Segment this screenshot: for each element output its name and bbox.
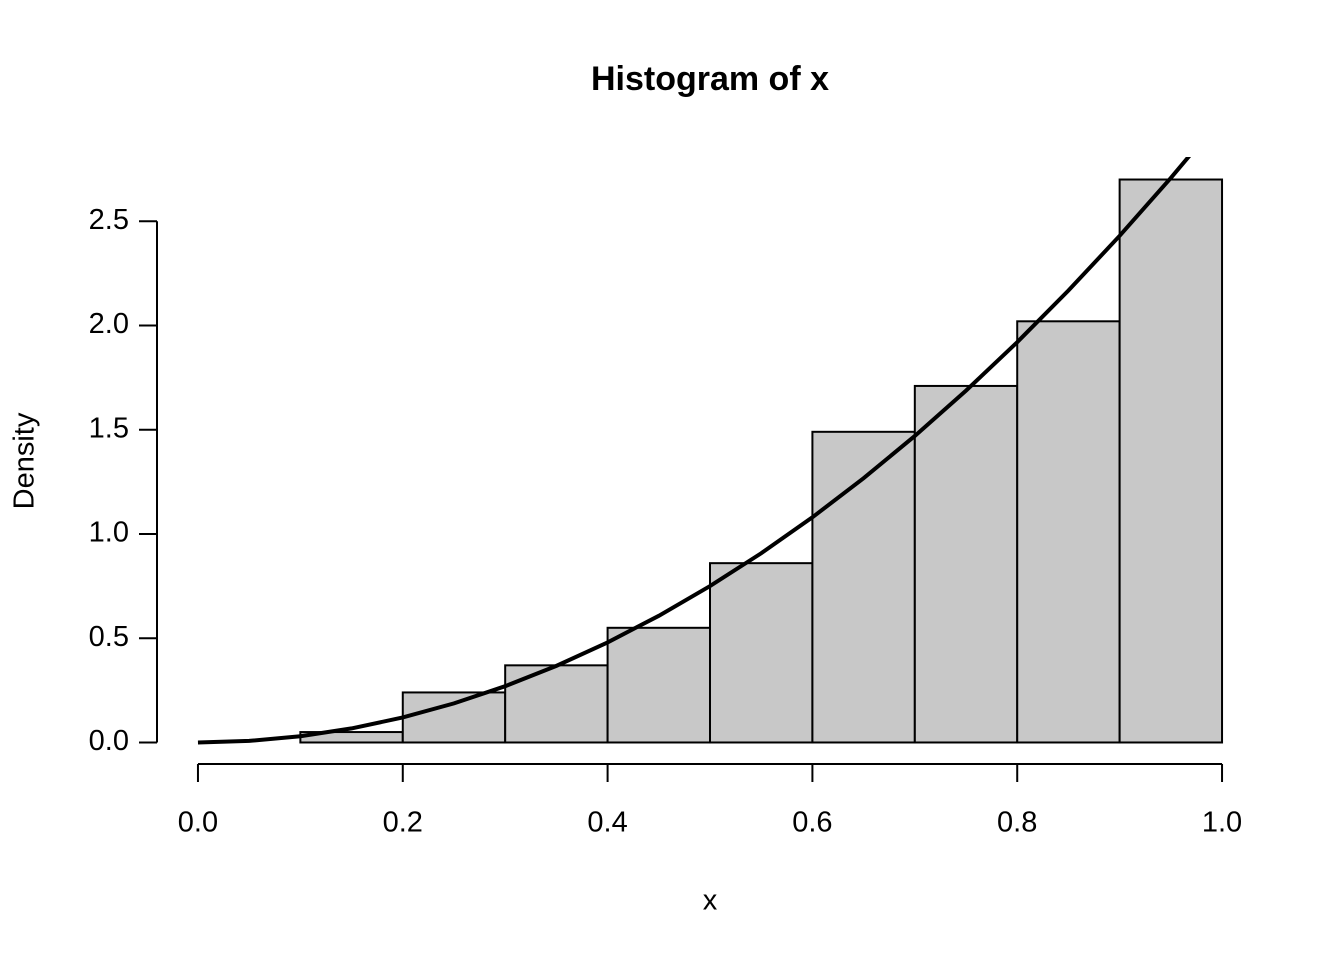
x-tick-label: 1.0 — [1202, 807, 1242, 839]
bar — [1016, 320, 1121, 744]
x-tick-label: 0.2 — [383, 807, 423, 839]
bar — [401, 691, 507, 744]
bar — [913, 384, 1019, 744]
bar — [709, 562, 814, 744]
bar — [606, 626, 711, 744]
y-tick-label: 1.0 — [89, 517, 129, 549]
density-line — [197, 157, 1192, 745]
bar — [1118, 178, 1224, 744]
bar — [504, 664, 609, 744]
x-tick-label: 0.4 — [587, 807, 627, 839]
chart-title: Histogram of x — [591, 60, 829, 98]
y-tick-label: 0.0 — [89, 725, 129, 757]
curve-group — [197, 157, 1192, 745]
y-tick-label: 2.0 — [89, 308, 129, 340]
y-tick-label: 1.5 — [89, 412, 129, 444]
y-axis-label: Density — [9, 412, 41, 509]
x-axis-label: x — [703, 885, 718, 917]
y-tick-label: 2.5 — [89, 204, 129, 236]
x-tick-label: 0.0 — [178, 807, 218, 839]
x-tick-label: 0.8 — [997, 807, 1037, 839]
x-tick-label: 0.6 — [792, 807, 832, 839]
y-tick-label: 0.5 — [89, 621, 129, 653]
